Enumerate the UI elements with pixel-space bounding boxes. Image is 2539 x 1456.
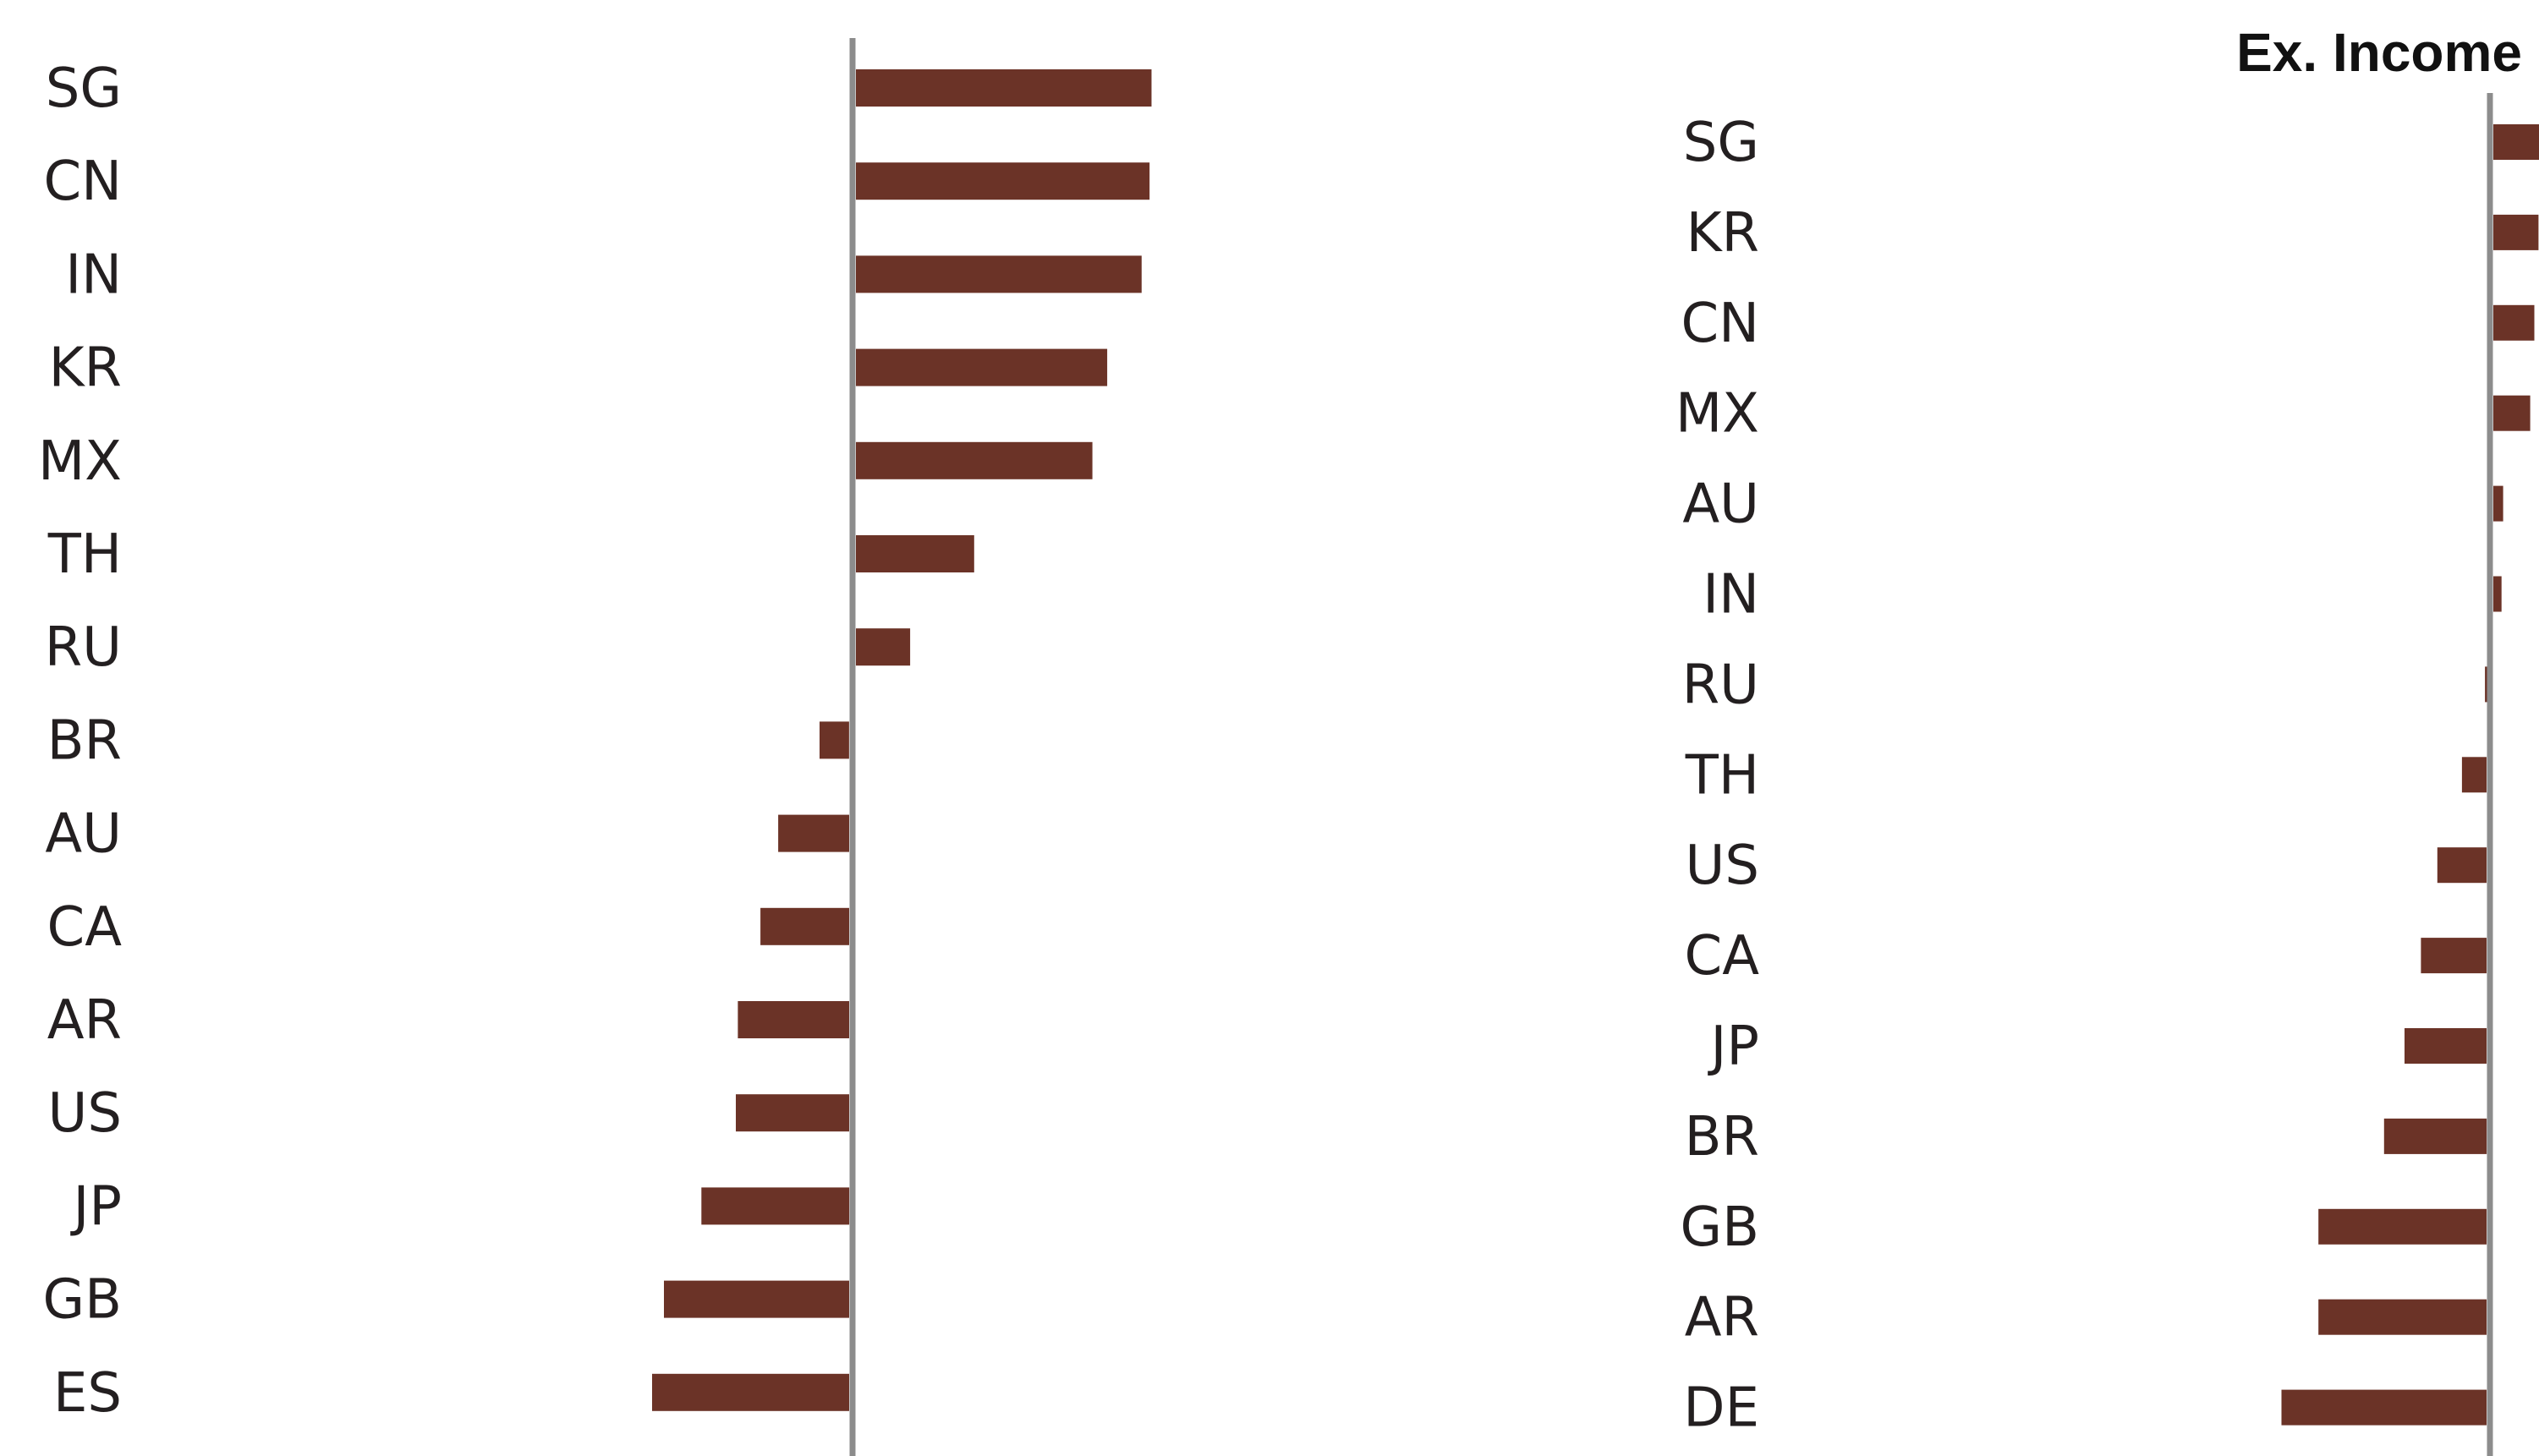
tick-label-jp: JP	[1708, 1015, 1759, 1078]
tick-label-ru: RU	[1682, 654, 1759, 716]
bar-es	[652, 1373, 849, 1411]
bar-cn	[856, 162, 1150, 200]
bar-de	[2281, 1389, 2487, 1426]
tick-label-kr: KR	[1686, 202, 1759, 265]
bar-jp	[701, 1187, 850, 1225]
bar-br	[2383, 1118, 2487, 1154]
bar-br	[820, 721, 849, 759]
bar-ca	[2421, 938, 2487, 974]
tick-label-us: US	[48, 1082, 122, 1145]
tick-label-gb: GB	[43, 1269, 123, 1332]
tick-label-in: IN	[1703, 564, 1759, 627]
tick-label-in: IN	[65, 244, 122, 306]
tick-label-ru: RU	[45, 616, 122, 679]
bar-ru	[2485, 666, 2488, 703]
bar-th	[856, 535, 974, 572]
bar-mx	[856, 441, 1093, 479]
tick-label-sg: SG	[1683, 112, 1759, 174]
bar-ar	[738, 1001, 849, 1038]
bar-mx	[2493, 395, 2531, 431]
bar-in	[2493, 576, 2502, 612]
bar-kr	[856, 348, 1108, 386]
left-panel: SG CN IN KR MX TH RU BR AU CA AR US JP GB ES	[38, 38, 1152, 1456]
tick-label-gb: GB	[1681, 1196, 1760, 1259]
tick-label-kr: KR	[49, 337, 122, 400]
tick-label-br: BR	[1685, 1106, 1759, 1169]
bar-gb	[664, 1280, 849, 1318]
bar-us	[2437, 847, 2487, 884]
bar-au	[778, 814, 849, 852]
bar-ru	[856, 628, 911, 666]
bar-cn	[2493, 304, 2535, 341]
tick-label-sg: SG	[46, 57, 122, 120]
bar-sg	[856, 69, 1152, 107]
tick-label-ca: CA	[1685, 925, 1760, 988]
bar-ca	[760, 907, 849, 945]
tick-label-ar: AR	[1685, 1287, 1759, 1349]
tick-label-cn: CN	[1681, 293, 1759, 355]
tick-label-mx: MX	[38, 430, 122, 493]
tick-label-de: DE	[1683, 1377, 1759, 1440]
bar-jp	[2405, 1028, 2487, 1064]
tick-label-mx: MX	[1675, 383, 1759, 446]
bar-ar	[2318, 1299, 2487, 1335]
tick-label-th: TH	[1685, 744, 1759, 807]
tick-label-th: TH	[47, 523, 122, 586]
bar-sg	[2493, 124, 2539, 160]
bar-kr	[2493, 214, 2539, 250]
tick-label-ar: AR	[47, 989, 122, 1052]
bar-us	[736, 1094, 849, 1132]
tick-label-au: AU	[45, 803, 122, 866]
bar-in	[856, 255, 1142, 293]
tick-label-cn: CN	[43, 151, 122, 213]
chart-title: Ex. Income	[2236, 22, 2522, 83]
tick-label-au: AU	[1682, 473, 1759, 536]
right-panel: Ex. Income SG KR CN MX AU IN RU TH US CA JP BR GB AR D…	[1675, 22, 2539, 1456]
bar-th	[2461, 757, 2487, 793]
tick-label-us: US	[1686, 835, 1759, 897]
tick-label-br: BR	[47, 709, 122, 772]
tick-label-jp: JP	[70, 1175, 122, 1238]
bar-gb	[2318, 1208, 2487, 1245]
tick-label-es: ES	[53, 1362, 122, 1425]
bar-au	[2493, 485, 2503, 522]
tick-label-ca: CA	[47, 896, 123, 959]
